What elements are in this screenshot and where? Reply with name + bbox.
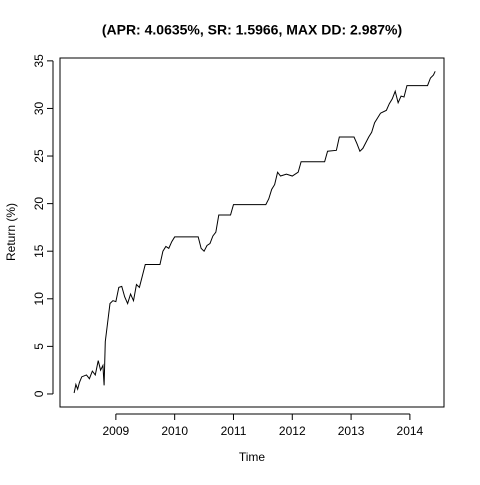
y-tick-label: 25 (32, 149, 46, 163)
y-tick-label: 20 (32, 197, 46, 211)
y-tick-label: 35 (32, 54, 46, 68)
y-axis-label: Return (%) (4, 203, 18, 261)
x-tick-label: 2009 (103, 424, 130, 438)
chart-title: (APR: 4.0635%, SR: 1.5966, MAX DD: 2.987… (102, 22, 402, 38)
y-tick-label: 5 (32, 343, 46, 350)
x-tick-label: 2012 (279, 424, 306, 438)
plot-box (59, 57, 445, 408)
line-series (73, 71, 436, 394)
x-axis-label: Time (239, 450, 266, 464)
y-tick-label: 0 (32, 390, 46, 397)
x-tick-label: 2013 (338, 424, 365, 438)
y-tick-label: 30 (32, 101, 46, 115)
y-tick-label: 10 (32, 292, 46, 306)
x-tick-label: 2011 (221, 424, 247, 438)
x-tick-label: 2010 (161, 424, 188, 438)
y-tick-label: 15 (32, 244, 46, 258)
x-tick-label: 2014 (397, 424, 424, 438)
